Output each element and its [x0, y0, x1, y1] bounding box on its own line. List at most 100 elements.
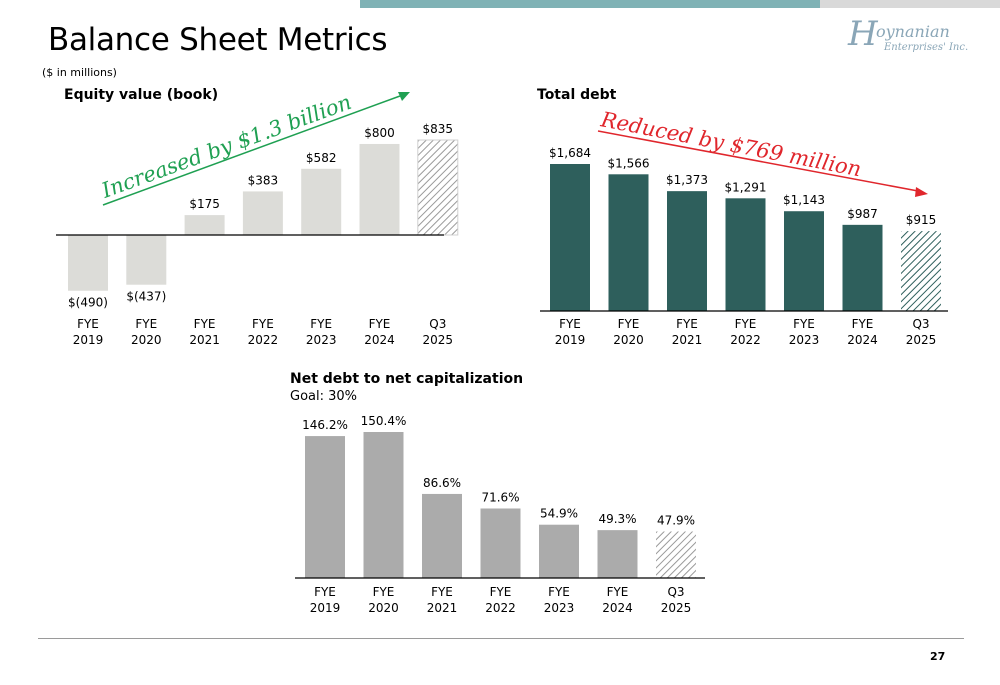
- netdebt-category-label-2-line2: 2021: [427, 601, 458, 615]
- debt-bar-2: [667, 191, 707, 311]
- netdebt-category-label-1-line1: FYE: [373, 585, 395, 599]
- debt-value-label-6: $915: [906, 213, 937, 227]
- debt-value-label-2: $1,373: [666, 173, 708, 187]
- netdebt-category-label-1-line2: 2020: [368, 601, 399, 615]
- units-note: ($ in millions): [42, 66, 117, 79]
- debt-value-label-0: $1,684: [549, 146, 591, 160]
- debt-bar-3: [725, 198, 766, 311]
- equity-category-label-0-line2: 2019: [73, 333, 104, 347]
- netdebt-category-label-6-line1: Q3: [667, 585, 684, 599]
- netdebt-chart-subtitle: Goal: 30%: [290, 389, 358, 404]
- netdebt-category-label-3-line1: FYE: [490, 585, 512, 599]
- netdebt-category-label-4-line2: 2023: [544, 601, 575, 615]
- netdebt-category-label-0-line2: 2019: [310, 601, 341, 615]
- page-number: 27: [930, 650, 946, 663]
- equity-value-label-1: $(437): [126, 290, 166, 304]
- equity-chart-title: Equity value (book): [64, 87, 219, 103]
- equity-bar-1: [126, 235, 167, 285]
- debt-category-label-0-line1: FYE: [559, 317, 581, 331]
- debt-bar-0: [550, 164, 590, 311]
- debt-category-label-2-line2: 2021: [672, 333, 703, 347]
- debt-category-label-4-line2: 2023: [789, 333, 820, 347]
- debt-category-label-1-line2: 2020: [613, 333, 644, 347]
- equity-category-label-5-line2: 2024: [364, 333, 395, 347]
- netdebt-bar-5: [597, 530, 638, 578]
- netdebt-category-label-5-line1: FYE: [607, 585, 629, 599]
- debt-category-label-3-line1: FYE: [735, 317, 757, 331]
- equity-value-label-3: $383: [248, 173, 279, 187]
- debt-chart-title: Total debt: [537, 87, 617, 103]
- netdebt-bar-2: [422, 493, 462, 578]
- equity-bar-0: [68, 235, 108, 291]
- equity-category-label-0-line1: FYE: [77, 317, 99, 331]
- netdebt-value-label-5: 49.3%: [598, 512, 636, 526]
- equity-category-label-1-line2: 2020: [131, 333, 162, 347]
- equity-category-label-2-line1: FYE: [194, 317, 216, 331]
- equity-category-label-1-line1: FYE: [135, 317, 157, 331]
- equity-category-label-3-line1: FYE: [252, 317, 274, 331]
- top-accent-band: [0, 0, 1000, 8]
- debt-category-label-6-line1: Q3: [912, 317, 929, 331]
- equity-value-label-4: $582: [306, 151, 337, 165]
- netdebt-category-label-3-line2: 2022: [485, 601, 516, 615]
- debt-trend-line: [597, 130, 919, 192]
- debt-bar-5: [842, 224, 883, 311]
- netdebt-bar-3: [480, 508, 521, 578]
- netdebt-value-label-3: 71.6%: [481, 490, 519, 504]
- equity-value-label-0: $(490): [68, 296, 108, 310]
- debt-category-label-5-line1: FYE: [852, 317, 874, 331]
- debt-value-label-5: $987: [847, 207, 878, 221]
- logo-initial: H: [848, 14, 878, 54]
- equity-bar-5: [359, 143, 400, 235]
- logo-line-1: oynanian: [876, 22, 950, 41]
- netdebt-category-label-5-line2: 2024: [602, 601, 633, 615]
- equity-value-label-2: $175: [189, 197, 220, 211]
- netdebt-bar-4: [539, 524, 579, 578]
- netdebt-category-label-0-line1: FYE: [314, 585, 336, 599]
- company-logo: H oynanian Enterprises' Inc.: [848, 14, 978, 62]
- debt-value-label-1: $1,566: [608, 156, 650, 170]
- debt-category-label-6-line2: 2025: [906, 333, 937, 347]
- netdebt-value-label-2: 86.6%: [423, 476, 461, 490]
- equity-bar-2: [184, 215, 225, 235]
- debt-category-label-2-line1: FYE: [676, 317, 698, 331]
- debt-bar-1: [608, 174, 649, 311]
- equity-category-label-6-line1: Q3: [429, 317, 446, 331]
- netdebt-value-label-4: 54.9%: [540, 507, 578, 521]
- netdebt-bar-6: [656, 531, 696, 578]
- equity-value-label-5: $800: [364, 126, 395, 140]
- arrow-right-icon: [398, 92, 410, 101]
- equity-bar-4: [301, 168, 342, 235]
- netdebt-value-label-1: 150.4%: [361, 414, 407, 428]
- debt-value-label-3: $1,291: [725, 180, 767, 194]
- equity-category-label-3-line2: 2022: [248, 333, 279, 347]
- equity-bar-6: [417, 139, 459, 236]
- equity-category-label-2-line2: 2021: [189, 333, 220, 347]
- netdebt-bar-1: [363, 432, 404, 578]
- debt-bar-6: [901, 231, 941, 311]
- arrow-right-icon: [915, 187, 928, 197]
- debt-category-label-1-line1: FYE: [618, 317, 640, 331]
- debt-bar-4: [784, 211, 824, 311]
- netdebt-category-label-2-line1: FYE: [431, 585, 453, 599]
- equity-bar-3: [242, 191, 283, 235]
- netdebt-category-label-6-line2: 2025: [661, 601, 692, 615]
- equity-trend-line: [102, 95, 401, 206]
- netdebt-category-label-4-line1: FYE: [548, 585, 570, 599]
- page-title: Balance Sheet Metrics: [48, 22, 388, 58]
- netdebt-bar-0: [305, 436, 345, 578]
- netdebt-chart-title: Net debt to net capitalization: [290, 371, 524, 387]
- debt-category-label-5-line2: 2024: [847, 333, 878, 347]
- logo-line-2: Enterprises' Inc.: [884, 42, 969, 53]
- debt-category-label-3-line2: 2022: [730, 333, 761, 347]
- equity-category-label-4-line2: 2023: [306, 333, 337, 347]
- equity-category-label-4-line1: FYE: [310, 317, 332, 331]
- footer-divider: [38, 638, 964, 639]
- debt-value-label-4: $1,143: [783, 193, 825, 207]
- debt-category-label-4-line1: FYE: [793, 317, 815, 331]
- equity-value-label-6: $835: [423, 122, 454, 136]
- netdebt-value-label-0: 146.2%: [302, 418, 348, 432]
